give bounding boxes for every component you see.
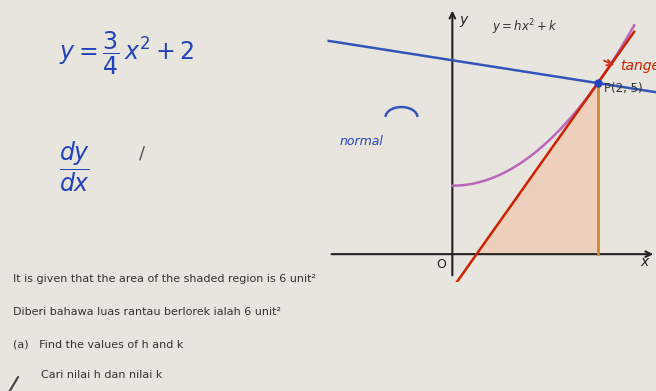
- Text: Diberi bahawa luas rantau berlorek ialah 6 unit²: Diberi bahawa luas rantau berlorek ialah…: [13, 307, 281, 317]
- Text: $/$: $/$: [138, 145, 146, 163]
- Text: x: x: [640, 255, 649, 269]
- Text: (a)   Find the values of h and k: (a) Find the values of h and k: [13, 339, 184, 350]
- Polygon shape: [477, 83, 598, 254]
- Text: normal: normal: [340, 135, 384, 148]
- Text: $\dfrac{dy}{dx}$: $\dfrac{dy}{dx}$: [59, 139, 91, 194]
- Text: $y = \dfrac{3}{4}\,x^2 + 2$: $y = \dfrac{3}{4}\,x^2 + 2$: [59, 30, 194, 77]
- Text: P(2, 5): P(2, 5): [604, 82, 642, 95]
- Text: $y = hx^2 + k$: $y = hx^2 + k$: [493, 18, 558, 38]
- Text: It is given that the area of the shaded region is 6 unit²: It is given that the area of the shaded …: [13, 274, 316, 284]
- Text: Cari nilai h dan nilai k: Cari nilai h dan nilai k: [13, 370, 163, 380]
- Text: y: y: [460, 13, 468, 27]
- Text: O: O: [436, 258, 446, 271]
- Text: tangen: tangen: [604, 59, 656, 73]
